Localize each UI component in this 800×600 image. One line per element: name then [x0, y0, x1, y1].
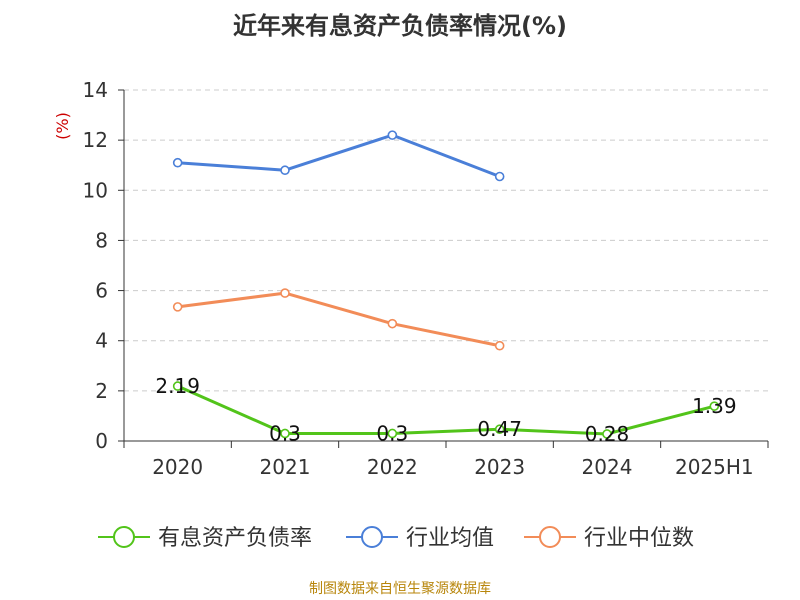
legend-marker [113, 526, 135, 548]
y-axis-label: (%) [53, 112, 72, 140]
data-label: 0.3 [269, 421, 301, 445]
label-layer: 2.19 0.3 0.3 0.47 0.28 1.39 [155, 374, 736, 446]
y-tick-label: 4 [95, 329, 108, 353]
data-point [709, 401, 720, 411]
data-point [172, 157, 183, 168]
y-tick-label: 12 [83, 128, 108, 152]
data-point [172, 302, 183, 312]
legend: 有息资产负债率 行业均值 行业中位数 [98, 526, 694, 551]
y-tick-label: 0 [95, 429, 108, 453]
data-point [494, 424, 505, 435]
legend-label: 行业均值 [406, 526, 494, 551]
series-line [177, 291, 500, 348]
data-point [280, 165, 290, 176]
data-point [494, 340, 505, 351]
series-layer [172, 130, 720, 439]
legend-marker [539, 526, 561, 548]
data-point [494, 171, 505, 182]
x-tick-label: 2020 [152, 455, 203, 479]
chart-title: 近年来有息资产负债率情况(%) [233, 12, 567, 40]
data-point [172, 381, 183, 391]
y-tick-label: 14 [83, 78, 108, 102]
legend-label: 行业中位数 [584, 526, 694, 551]
legend-label: 有息资产负债率 [158, 526, 312, 551]
data-point [280, 428, 290, 439]
axis-layer: 0 2 4 6 8 10 12 14 2020 2021 2022 2023 2024 2025H1 (%) [53, 78, 769, 479]
data-label: 2.19 [155, 374, 200, 398]
y-tick-label: 2 [95, 379, 108, 403]
data-label: 0.47 [477, 417, 522, 441]
data-point [602, 429, 612, 439]
y-tick-label: 6 [95, 279, 108, 303]
grid-layer [124, 89, 768, 392]
series-line [177, 133, 501, 178]
x-tick-label: 2021 [260, 455, 311, 479]
data-point [387, 130, 398, 140]
series-line [177, 384, 715, 436]
y-tick-label: 8 [95, 228, 108, 252]
data-point [387, 318, 398, 329]
data-point [387, 428, 398, 439]
y-tick-label: 10 [83, 178, 108, 202]
source-note: 制图数据来自恒生聚源数据库 [309, 581, 491, 597]
x-tick-label: 2024 [582, 455, 633, 479]
x-tick-label: 2025H1 [675, 455, 754, 479]
data-point [280, 288, 290, 298]
data-label: 0.3 [376, 421, 408, 445]
x-tick-label: 2023 [474, 455, 525, 479]
legend-marker [361, 526, 383, 548]
x-tick-label: 2022 [367, 455, 418, 479]
data-label: 1.39 [692, 394, 737, 418]
data-label: 0.28 [585, 422, 630, 446]
